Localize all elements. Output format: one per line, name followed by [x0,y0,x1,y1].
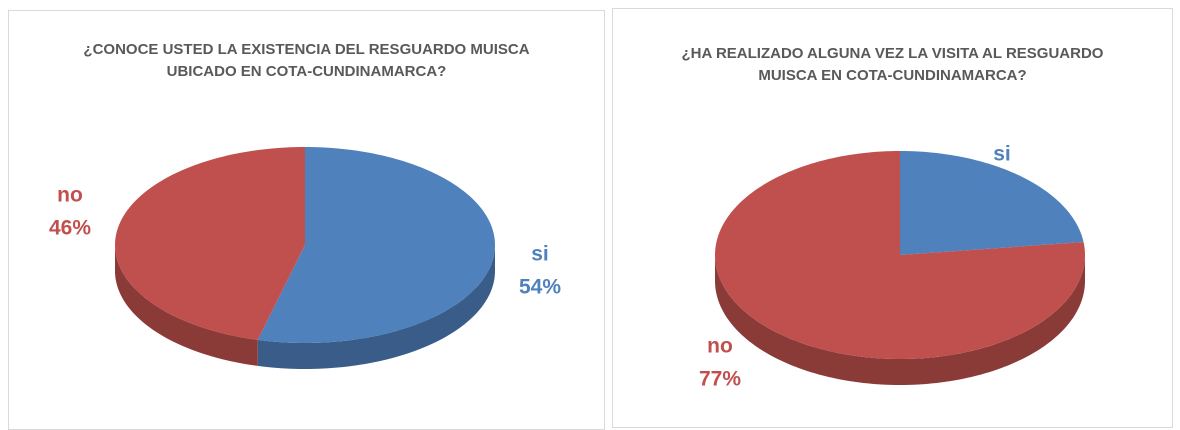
pie-slice [900,151,1084,255]
data-label-value: 54% [519,276,561,299]
data-label-value: 23% [981,176,1023,199]
data-label-category: si [531,243,549,266]
data-label-category: si [993,143,1011,166]
pie-slice [257,147,495,343]
data-label-category: no [57,184,83,207]
chart-title: ¿HA REALIZADO ALGUNA VEZ LA VISITA AL RE… [681,45,1104,84]
data-label-value: 46% [49,217,91,240]
data-label-category: no [707,335,733,358]
pie-slice-side [115,245,258,366]
chart-title: ¿CONOCE USTED LA EXISTENCIA DEL RESGUARD… [83,41,530,80]
pie-slice-side [257,245,495,369]
pie-slice [115,147,305,340]
pie-slice-side [715,255,1085,385]
pie-slice [715,151,1085,359]
data-label-value: 77% [699,368,741,391]
